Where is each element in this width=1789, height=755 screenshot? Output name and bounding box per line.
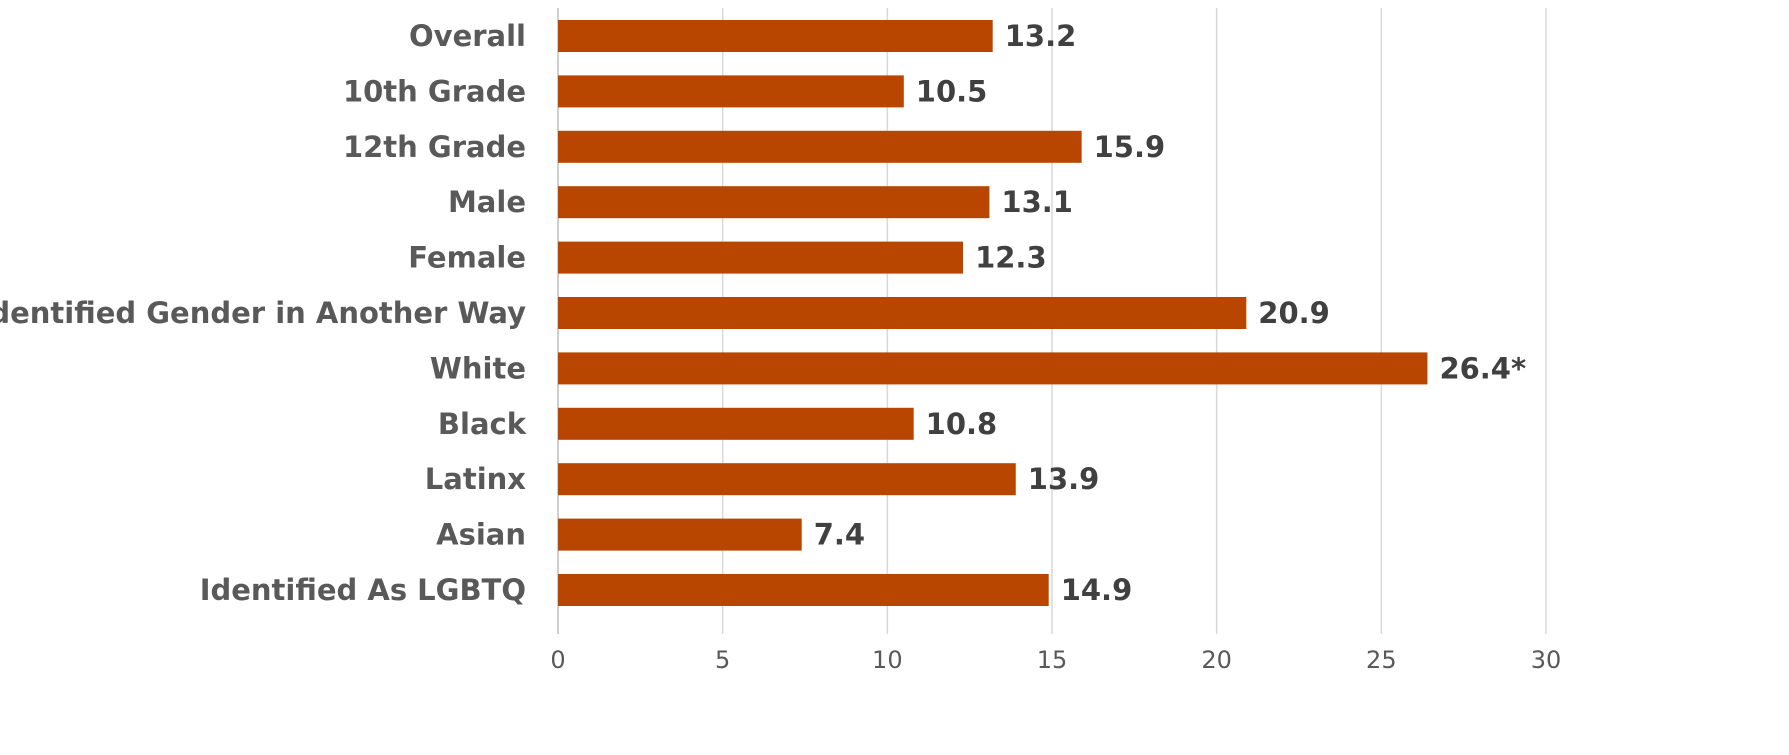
bar	[558, 407, 914, 440]
data-label: 13.2	[1005, 19, 1077, 53]
bar	[558, 463, 1016, 496]
x-tick-label: 20	[1201, 646, 1232, 674]
x-tick-label: 15	[1037, 646, 1068, 674]
bar	[558, 297, 1247, 329]
category-label: Overall	[409, 19, 526, 53]
bar	[558, 130, 1082, 163]
bar	[558, 75, 904, 108]
category-labels: Overall 10th Grade 12th Grade Male Female Ide…	[0, 19, 527, 607]
category-label: Latinx	[425, 462, 526, 496]
data-label: 12.3	[975, 241, 1047, 275]
x-tick-label: 5	[715, 646, 730, 674]
category-label: Male	[448, 185, 526, 219]
data-label: 13.9	[1028, 462, 1100, 496]
category-label: Asian	[436, 518, 526, 552]
bar	[558, 574, 1049, 606]
data-label: 26.4*	[1439, 351, 1526, 385]
category-label: 10th Grade	[343, 74, 526, 108]
category-label: Black	[438, 407, 527, 441]
data-label: 20.9	[1258, 296, 1330, 330]
bar	[558, 186, 990, 219]
bars	[558, 20, 1428, 606]
category-label: Female	[408, 241, 526, 275]
data-label: 15.9	[1094, 130, 1166, 164]
x-tick-label: 30	[1531, 646, 1562, 674]
category-label: Identified Gender in Another Way	[0, 296, 526, 330]
x-tick-label: 25	[1366, 646, 1397, 674]
data-label: 10.5	[916, 74, 988, 108]
bar	[558, 20, 993, 52]
x-tick-label: 10	[872, 646, 903, 674]
category-label: Identified As LGBTQ	[200, 573, 526, 607]
x-axis-tick-labels: 0 5 10 15 20 25 30	[550, 646, 1561, 674]
x-tick-label: 0	[550, 646, 565, 674]
data-label: 10.8	[926, 407, 998, 441]
category-label: 12th Grade	[343, 130, 526, 164]
bar	[558, 352, 1428, 385]
category-label: White	[430, 351, 526, 385]
bar	[558, 518, 802, 551]
value-labels: 13.2 10.5 15.9 13.1 12.3 20.9 26.4* 10.8 13.9 7.4…	[814, 19, 1526, 607]
data-label: 14.9	[1061, 573, 1133, 607]
bar	[558, 241, 964, 274]
data-label: 7.4	[814, 518, 865, 552]
data-label: 13.1	[1001, 185, 1073, 219]
